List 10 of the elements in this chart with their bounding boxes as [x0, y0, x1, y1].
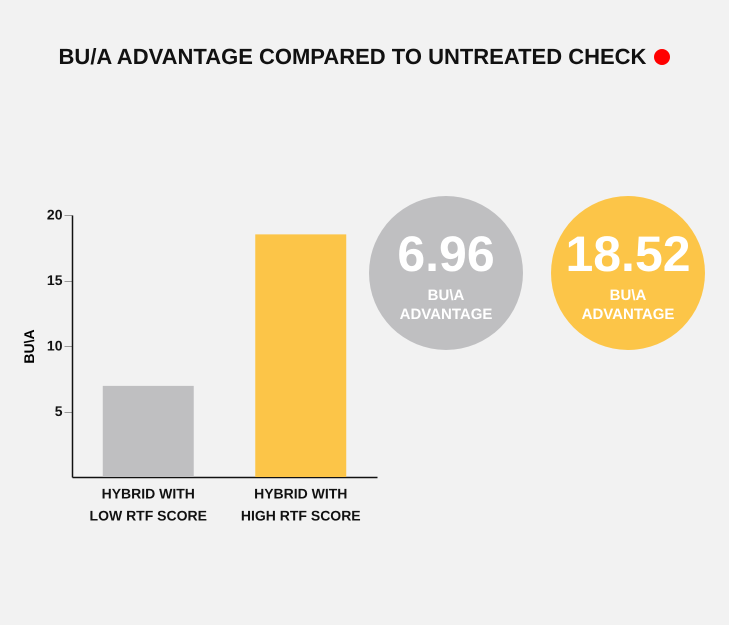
y-tick-label: 10	[46, 338, 63, 354]
y-tick-label: 5	[54, 403, 63, 419]
y-axis-title: BU\A	[20, 329, 37, 364]
y-tick-label: 15	[46, 272, 63, 288]
disc: 18.52 BU\A ADVANTAGE	[551, 196, 705, 350]
disc: 6.96 BU\A ADVANTAGE	[369, 196, 523, 350]
chart-title: BU/A ADVANTAGE COMPARED TO UNTREATED CHECK	[58, 44, 648, 70]
x-tick-label: HYBRID WITH HIGH RTF SCORE	[240, 486, 361, 524]
x-tick-label: HYBRID WITH LOW RTF SCORE	[90, 486, 207, 524]
y-tick-label: 20	[46, 206, 63, 222]
